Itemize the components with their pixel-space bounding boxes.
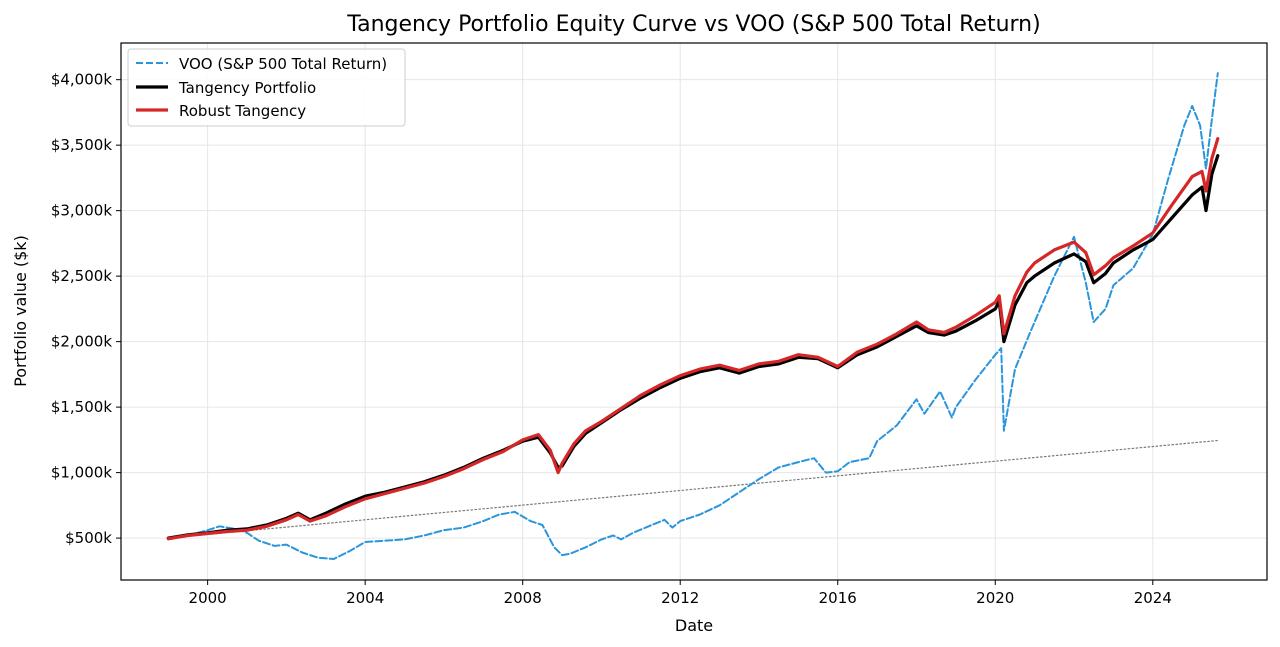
robust-tangency-line xyxy=(166,137,1220,541)
x-axis: 2000 2004 2008 2012 2016 2020 2024 xyxy=(189,580,1172,607)
y-tick-label: $2,500k xyxy=(51,267,112,285)
y-tick-label: $500k xyxy=(65,529,112,547)
x-tick-label: 2024 xyxy=(1134,589,1172,607)
y-tick-label: $1,000k xyxy=(51,464,112,482)
legend-box xyxy=(127,48,406,127)
grid-lines xyxy=(121,43,1267,580)
x-tick-label: 2016 xyxy=(819,589,857,607)
x-tick-label: 2008 xyxy=(504,589,542,607)
series-layer xyxy=(166,72,1220,560)
tangency-portfolio-line xyxy=(166,154,1220,540)
voo-line xyxy=(167,72,1219,560)
x-tick-label: 2020 xyxy=(976,589,1014,607)
x-tick-label: 2004 xyxy=(346,589,384,607)
legend-label-tangency: Tangency Portfolio xyxy=(178,79,316,97)
plot-area-frame xyxy=(120,42,1268,581)
x-tick-label: 2000 xyxy=(189,589,227,607)
legend-label-robust-tangency: Robust Tangency xyxy=(179,102,306,120)
y-tick-label: $3,500k xyxy=(51,136,112,154)
y-axis: $500k $1,000k $1,500k $2,000k $2,500k $3,000k… xyxy=(51,71,121,547)
chart-title: Tangency Portfolio Equity Curve vs VOO (… xyxy=(346,12,1040,37)
y-axis-label: Portfolio value ($k) xyxy=(11,235,30,387)
y-tick-label: $3,000k xyxy=(51,202,112,220)
legend: VOO (S&P 500 Total Return) Tangency Port… xyxy=(127,48,406,127)
legend-label-voo: VOO (S&P 500 Total Return) xyxy=(179,55,387,73)
y-tick-label: $1,500k xyxy=(51,398,112,416)
y-tick-label: $2,000k xyxy=(51,333,112,351)
y-tick-label: $4,000k xyxy=(51,71,112,89)
reference-dotted-line xyxy=(167,439,1219,539)
x-axis-label: Date xyxy=(675,616,713,635)
x-tick-label: 2012 xyxy=(661,589,699,607)
